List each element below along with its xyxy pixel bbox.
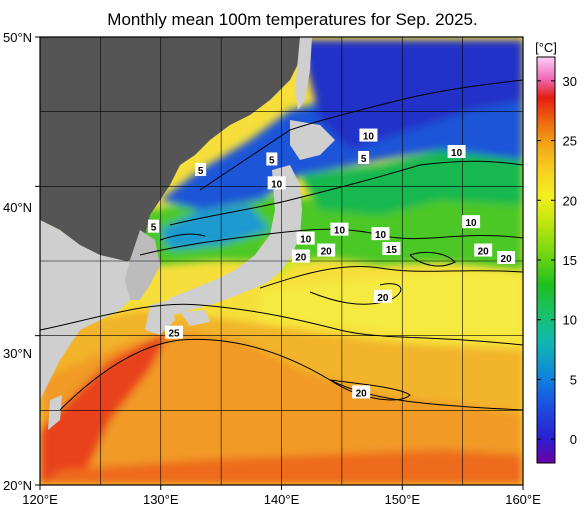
contour-label: 10 (363, 132, 375, 143)
contour-label: 10 (466, 218, 478, 229)
contour-label-bg (447, 144, 466, 158)
lon-label-120: 120°E (22, 492, 58, 507)
contour-labels: 10 10 5 5 5 10 5 10 10 10 10 15 20 20 20 20 20 25 20 (148, 128, 516, 399)
contour-label: 5 (198, 166, 204, 177)
contour-label: 5 (269, 155, 275, 166)
colorbar-tick-label: 25 (563, 134, 577, 149)
lon-label-150: 150°E (384, 492, 420, 507)
colorbar-tick-label: 0 (570, 432, 577, 447)
contour-label: 15 (386, 245, 398, 256)
contour-label-bg (474, 243, 493, 257)
contour-label: 10 (334, 226, 346, 237)
contour-label-bg (291, 249, 310, 263)
colorbar-unit-label: [°C] (535, 40, 557, 55)
contour-label: 10 (451, 148, 463, 159)
contour-label: 10 (271, 179, 283, 190)
contour-label-bg (330, 222, 349, 236)
contour-label-bg (371, 227, 390, 241)
contour-label-bg (296, 231, 315, 245)
colorbar-tick-label: 15 (563, 253, 577, 268)
map-title: Monthly mean 100m temperatures for Sep. … (107, 10, 478, 29)
colorbar: [°C] 30 25 20 15 10 5 0 (535, 40, 577, 464)
lat-label-30: 30°N (3, 346, 32, 361)
contour-label-bg (352, 385, 371, 399)
lat-label-20: 20°N (3, 478, 32, 493)
contour-label: 5 (151, 223, 157, 234)
contour-label: 25 (168, 329, 180, 340)
contour-label-bg (148, 219, 160, 233)
contour-label-bg (359, 128, 378, 142)
lon-label-160: 160°E (505, 492, 541, 507)
contour-label-bg (373, 289, 392, 303)
colorbar-tick-label: 30 (563, 74, 577, 89)
contour-label-bg (195, 162, 207, 176)
contour-label: 20 (356, 388, 368, 399)
colorbar-tick-label: 5 (570, 372, 577, 387)
contour-label: 10 (375, 230, 387, 241)
contour-label: 10 (300, 235, 312, 246)
contour-label-bg (267, 176, 286, 190)
contour-label-bg (266, 152, 278, 166)
contour-label-bg (358, 150, 370, 164)
contour-label: 20 (377, 293, 389, 304)
lon-label-130: 130°E (143, 492, 179, 507)
lat-label-50: 50°N (3, 30, 32, 45)
contour-label: 20 (321, 247, 333, 258)
contour-label-bg (462, 215, 481, 229)
lon-label-140: 140°E (264, 492, 300, 507)
lat-label-40: 40°N (3, 200, 32, 215)
contour-label: 5 (361, 154, 367, 165)
contour-label-bg (165, 325, 184, 339)
contour-label-bg (497, 251, 516, 265)
contour-label: 20 (501, 254, 513, 265)
colorbar-tick-label: 20 (563, 193, 577, 208)
contour-label: 20 (295, 253, 307, 264)
contour-label-bg (382, 242, 401, 256)
colorbar-tick-label: 10 (563, 313, 577, 328)
contour-label-bg (317, 243, 336, 257)
contour-label: 20 (478, 247, 490, 258)
